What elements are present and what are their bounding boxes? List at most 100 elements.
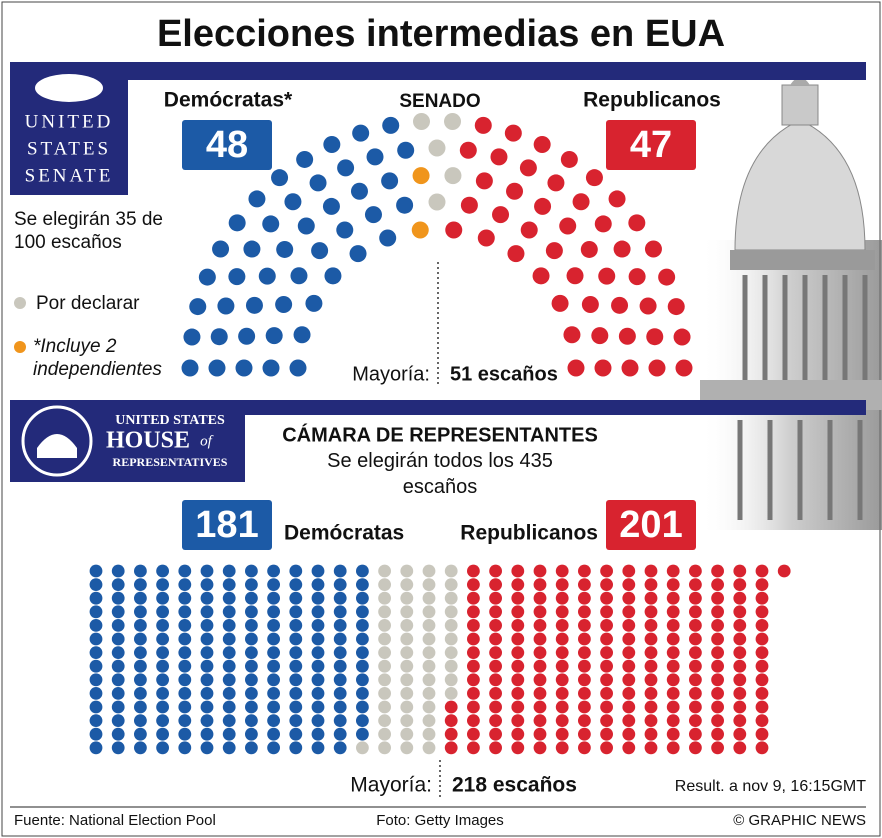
seat	[156, 605, 170, 619]
seat	[111, 619, 125, 632]
seat	[245, 591, 258, 605]
seat	[533, 564, 547, 578]
seat	[356, 632, 369, 646]
seat	[467, 687, 480, 700]
seat	[600, 727, 613, 741]
seat	[666, 646, 680, 659]
seat	[666, 659, 680, 673]
seat	[755, 673, 769, 687]
seat	[134, 714, 147, 727]
seat	[622, 687, 636, 700]
seat	[506, 182, 524, 200]
seat	[200, 646, 214, 659]
seat	[444, 591, 458, 605]
seat	[578, 687, 591, 700]
seat	[578, 673, 591, 687]
seat	[134, 741, 147, 755]
seat	[444, 112, 462, 130]
seat	[467, 727, 480, 741]
seat	[378, 673, 391, 687]
seat	[444, 700, 458, 714]
seat-box	[182, 120, 272, 170]
seat	[755, 605, 769, 619]
seat	[333, 700, 347, 714]
seat	[545, 242, 563, 260]
seat	[245, 564, 258, 578]
seat	[333, 714, 347, 727]
seat	[511, 687, 525, 700]
majority-label: Mayoría:	[352, 363, 430, 385]
seat	[289, 359, 307, 377]
seat	[178, 632, 192, 646]
seat	[311, 687, 325, 700]
seat	[262, 359, 280, 377]
seat	[134, 727, 147, 741]
seat	[755, 619, 769, 632]
seat	[578, 591, 591, 605]
seat	[297, 217, 315, 235]
seat	[459, 141, 477, 159]
seat	[755, 741, 769, 755]
seat	[489, 659, 502, 673]
seat	[400, 700, 414, 714]
seat	[555, 687, 569, 700]
seat	[644, 741, 658, 755]
seat	[598, 267, 616, 285]
seat	[533, 687, 547, 700]
seat	[289, 714, 303, 727]
seat	[422, 659, 436, 673]
seat	[356, 646, 369, 659]
seat	[560, 150, 578, 168]
seat	[504, 124, 522, 142]
seat	[222, 727, 236, 741]
seat	[311, 242, 329, 260]
seat	[673, 328, 691, 346]
seat	[733, 727, 747, 741]
seat	[356, 673, 369, 687]
seat	[467, 591, 480, 605]
seat	[245, 659, 258, 673]
seat	[333, 605, 347, 619]
seat	[267, 605, 280, 619]
seat	[337, 159, 355, 177]
seat	[666, 714, 680, 727]
seat	[689, 578, 702, 591]
seat	[378, 646, 391, 659]
seat	[200, 687, 214, 700]
seat	[489, 578, 502, 591]
seat	[622, 700, 636, 714]
seat	[622, 591, 636, 605]
seat	[422, 646, 436, 659]
seat	[400, 741, 414, 755]
seat	[267, 632, 280, 646]
seat	[467, 673, 480, 687]
seat	[222, 646, 236, 659]
seat	[444, 687, 458, 700]
seat	[400, 727, 414, 741]
seat	[733, 687, 747, 700]
seat	[222, 659, 236, 673]
seat	[245, 741, 258, 755]
seat	[156, 619, 170, 632]
seat	[755, 578, 769, 591]
seat	[311, 564, 325, 578]
seat	[422, 605, 436, 619]
seat	[200, 591, 214, 605]
seat	[378, 659, 391, 673]
seat	[378, 741, 391, 755]
seat	[613, 240, 631, 258]
seat	[563, 326, 581, 344]
seat	[533, 741, 547, 755]
seat	[444, 727, 458, 741]
seat	[644, 687, 658, 700]
seat	[520, 221, 538, 239]
seat	[378, 591, 391, 605]
seat	[400, 659, 414, 673]
seat	[711, 700, 724, 714]
seat	[555, 632, 569, 646]
seat	[400, 673, 414, 687]
seat	[422, 687, 436, 700]
seat	[711, 659, 724, 673]
seat	[444, 632, 458, 646]
seat	[555, 564, 569, 578]
